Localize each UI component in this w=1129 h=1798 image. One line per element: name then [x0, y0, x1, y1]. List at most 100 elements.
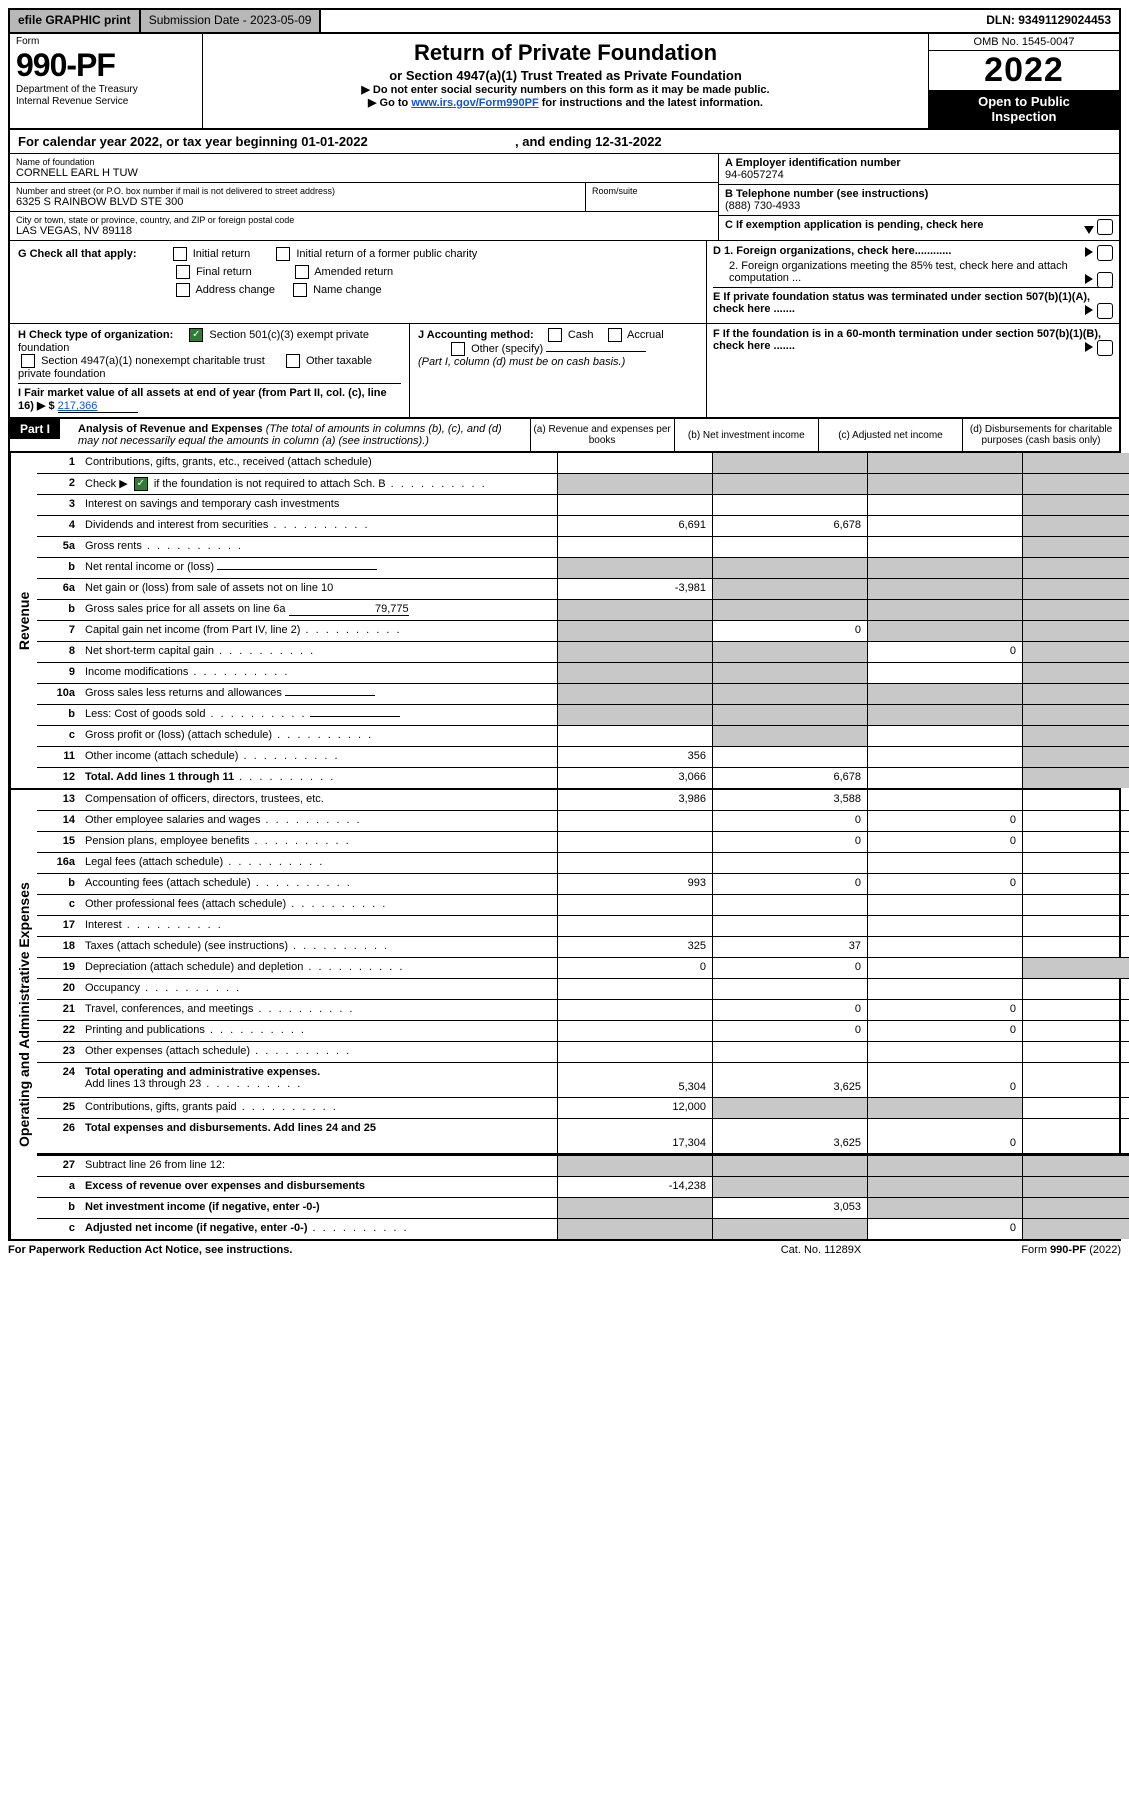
line-24: Total operating and administrative expen…	[81, 1063, 557, 1097]
4947-label: Section 4947(a)(1) nonexempt charitable …	[41, 355, 265, 367]
line-18: Taxes (attach schedule) (see instruction…	[81, 937, 557, 957]
form-label: Form	[16, 36, 196, 47]
j-label: J Accounting method:	[418, 329, 534, 341]
e-checkbox[interactable]	[1097, 303, 1113, 319]
line-6b: Gross sales price for all assets on line…	[81, 600, 557, 620]
accrual-checkbox[interactable]	[608, 328, 622, 342]
f-checkbox[interactable]	[1097, 340, 1113, 356]
ssn-note: ▶ Do not enter social security numbers o…	[213, 83, 918, 96]
form-number: 990-PF	[16, 47, 196, 84]
c-checkbox[interactable]	[1097, 219, 1113, 235]
phone-value: (888) 730-4933	[725, 200, 1113, 212]
foundation-name-cell: Name of foundation CORNELL EARL H TUW	[10, 154, 718, 183]
part1-title: Analysis of Revenue and Expenses	[78, 423, 263, 435]
other-taxable-checkbox[interactable]	[286, 354, 300, 368]
name-change-label: Name change	[313, 284, 382, 296]
d2-label: 2. Foreign organizations meeting the 85%…	[729, 260, 1068, 284]
goto-post: for instructions and the latest informat…	[539, 97, 763, 109]
amended-return-label: Amended return	[314, 266, 393, 278]
addr-label: Number and street (or P.O. box number if…	[16, 186, 579, 196]
city-cell: City or town, state or province, country…	[10, 212, 718, 240]
phone-cell: B Telephone number (see instructions) (8…	[719, 185, 1119, 216]
dept-treasury: Department of the Treasury	[16, 84, 196, 96]
part1-title-cell: Analysis of Revenue and Expenses (The to…	[72, 419, 530, 451]
e-label: E If private foundation status was termi…	[713, 291, 1090, 315]
part1-badge: Part I	[10, 419, 60, 439]
address-change-label: Address change	[195, 284, 275, 296]
phone-label: B Telephone number (see instructions)	[725, 188, 1113, 200]
form-ref: Form 990-PF (2022)	[921, 1244, 1121, 1256]
efile-print-button[interactable]: efile GRAPHIC print	[10, 10, 141, 32]
f-label: F If the foundation is in a 60-month ter…	[713, 328, 1101, 352]
omb-number: OMB No. 1545-0047	[929, 34, 1119, 51]
line-27: Subtract line 26 from line 12:	[81, 1156, 557, 1176]
tax-year: 2022	[929, 51, 1119, 90]
name-label: Name of foundation	[16, 157, 712, 167]
revenue-side-label: Revenue	[10, 453, 37, 788]
address-change-checkbox[interactable]	[176, 283, 190, 297]
line-10b: Less: Cost of goods sold	[81, 705, 557, 725]
f-arrow-icon	[1085, 342, 1093, 352]
line-7: Capital gain net income (from Part IV, l…	[81, 621, 557, 641]
line-20: Occupancy	[81, 979, 557, 999]
hij-section: H Check type of organization: Section 50…	[8, 324, 1121, 419]
line-16b: Accounting fees (attach schedule)	[81, 874, 557, 894]
name-change-checkbox[interactable]	[293, 283, 307, 297]
ein-value: 94-6057274	[725, 169, 1113, 181]
revenue-table: Revenue 1Contributions, gifts, grants, e…	[8, 453, 1121, 790]
j-note: (Part I, column (d) must be on cash basi…	[418, 356, 698, 368]
line-5a: Gross rents	[81, 537, 557, 557]
line-9: Income modifications	[81, 663, 557, 683]
d1-checkbox[interactable]	[1097, 245, 1113, 261]
line-4: Dividends and interest from securities	[81, 516, 557, 536]
form-link[interactable]: www.irs.gov/Form990PF	[411, 97, 538, 109]
irs-label: Internal Revenue Service	[16, 96, 196, 108]
expenses-side-label: Operating and Administrative Expenses	[10, 790, 37, 1239]
address-cell: Number and street (or P.O. box number if…	[10, 183, 585, 211]
schb-checkbox[interactable]	[134, 477, 148, 491]
initial-return-label: Initial return	[193, 248, 250, 260]
line-5b: Net rental income or (loss)	[81, 558, 557, 578]
line-3: Interest on savings and temporary cash i…	[81, 495, 557, 515]
col-a-header: (a) Revenue and expenses per books	[530, 419, 674, 451]
form-header: Form 990-PF Department of the Treasury I…	[8, 34, 1121, 130]
initial-return-checkbox[interactable]	[173, 247, 187, 261]
header-mid: Return of Private Foundation or Section …	[203, 34, 928, 128]
goto-note: ▶ Go to www.irs.gov/Form990PF for instru…	[213, 96, 918, 109]
4947-checkbox[interactable]	[21, 354, 35, 368]
d2-arrow-icon	[1085, 274, 1093, 284]
line-25: Contributions, gifts, grants paid	[81, 1098, 557, 1118]
dln-number: DLN: 93491129024453	[978, 10, 1119, 32]
fmv-value[interactable]: 217,366	[58, 400, 138, 413]
header-right: OMB No. 1545-0047 2022 Open to PublicIns…	[928, 34, 1119, 128]
cash-checkbox[interactable]	[548, 328, 562, 342]
d2-checkbox[interactable]	[1097, 272, 1113, 288]
line-16a: Legal fees (attach schedule)	[81, 853, 557, 873]
page-footer: For Paperwork Reduction Act Notice, see …	[8, 1241, 1121, 1259]
c-arrow-icon	[1084, 226, 1094, 234]
initial-former-checkbox[interactable]	[276, 247, 290, 261]
final-return-checkbox[interactable]	[176, 265, 190, 279]
other-method-checkbox[interactable]	[451, 342, 465, 356]
calendar-year-line: For calendar year 2022, or tax year begi…	[8, 130, 1121, 154]
h-label: H Check type of organization:	[18, 329, 173, 341]
amended-return-checkbox[interactable]	[295, 265, 309, 279]
city-state-zip: LAS VEGAS, NV 89118	[16, 225, 712, 237]
line-13: Compensation of officers, directors, tru…	[81, 790, 557, 810]
foundation-name: CORNELL EARL H TUW	[16, 167, 712, 179]
accrual-label: Accrual	[627, 329, 664, 341]
501c3-checkbox[interactable]	[189, 328, 203, 342]
catalog-number: Cat. No. 11289X	[721, 1244, 921, 1256]
final-return-label: Final return	[196, 266, 252, 278]
line-27b: Net investment income (if negative, ente…	[81, 1198, 557, 1218]
line-11: Other income (attach schedule)	[81, 747, 557, 767]
entity-info: Name of foundation CORNELL EARL H TUW Nu…	[8, 154, 1121, 241]
header-left: Form 990-PF Department of the Treasury I…	[10, 34, 203, 128]
line-14: Other employee salaries and wages	[81, 811, 557, 831]
submission-date: Submission Date - 2023-05-09	[141, 10, 322, 32]
col-b-header: (b) Net investment income	[674, 419, 818, 451]
street-address: 6325 S RAINBOW BLVD STE 300	[16, 196, 579, 208]
line-17: Interest	[81, 916, 557, 936]
line-26: Total expenses and disbursements. Add li…	[81, 1119, 557, 1153]
cash-label: Cash	[568, 329, 594, 341]
